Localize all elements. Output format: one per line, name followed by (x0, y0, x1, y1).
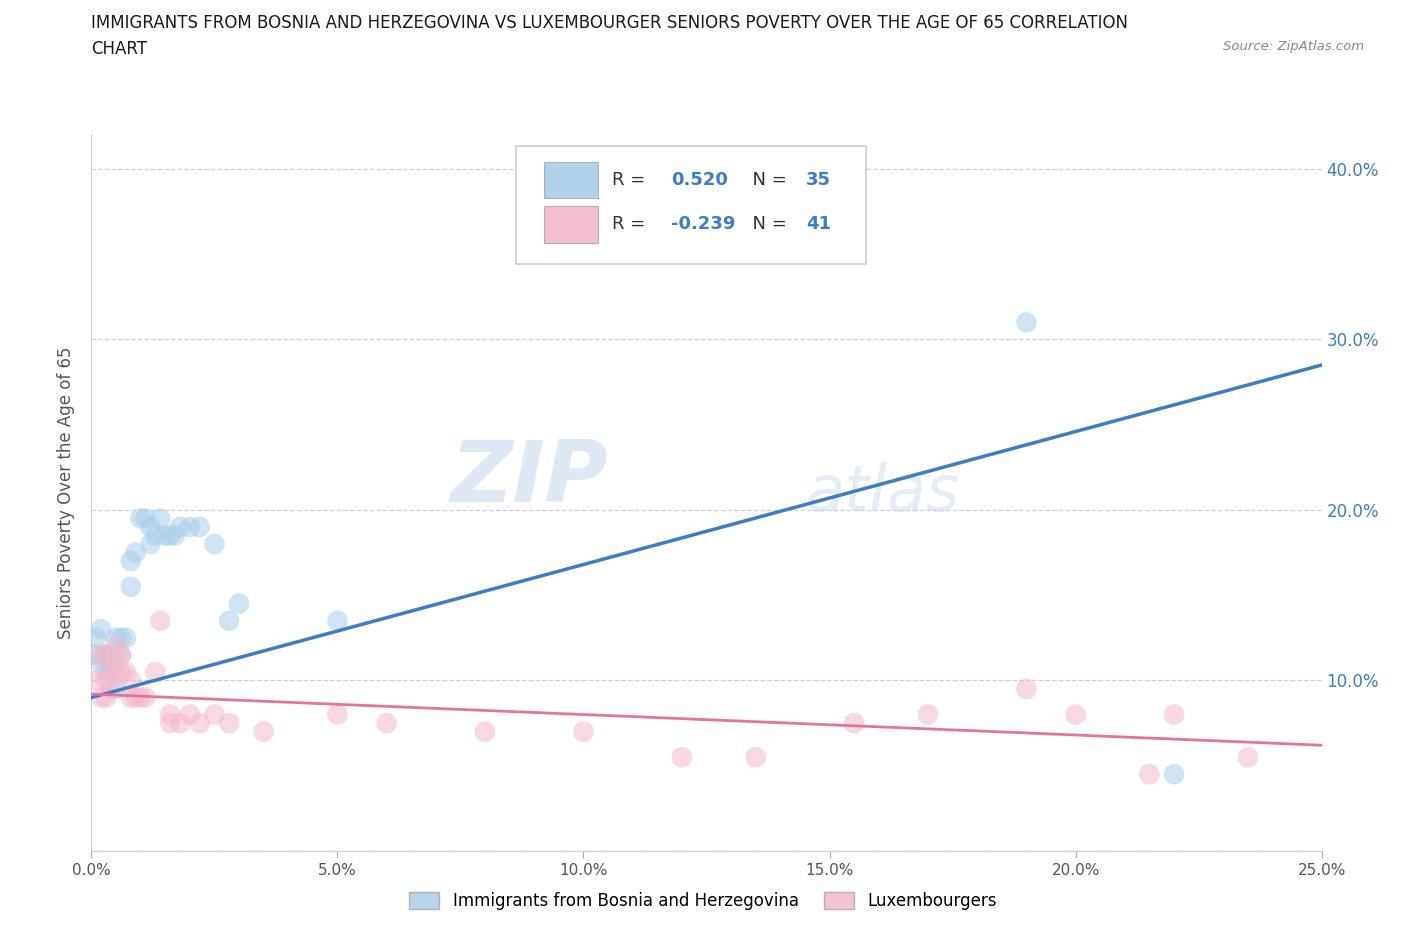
Point (188, 520, 211, 535)
Point (326, 614, 349, 629)
Point (114, 631, 138, 645)
Y-axis label: Seniors Poverty Over the Age of 65: Seniors Poverty Over the Age of 65 (58, 347, 76, 639)
Text: R =: R = (612, 171, 651, 189)
Point (1237, 750, 1260, 764)
Point (96, 647, 117, 662)
Point (110, 631, 132, 645)
Point (1015, 682, 1038, 697)
Point (188, 716, 211, 731)
Point (179, 520, 201, 535)
Point (100, 682, 122, 697)
Legend: Immigrants from Bosnia and Herzegovina, Luxembourgers: Immigrants from Bosnia and Herzegovina, … (402, 885, 1004, 917)
Point (124, 690, 146, 705)
Point (105, 631, 127, 645)
Point (120, 579, 142, 594)
Point (1015, 315, 1038, 330)
Point (90, 622, 112, 637)
Point (96, 665, 117, 680)
Point (202, 537, 225, 551)
Point (572, 724, 595, 739)
Point (120, 553, 142, 568)
Point (149, 512, 172, 526)
Point (86, 647, 108, 662)
Point (218, 716, 240, 731)
Point (110, 647, 132, 662)
Text: R =: R = (612, 216, 651, 233)
Text: N =: N = (741, 171, 793, 189)
Text: CHART: CHART (91, 40, 148, 58)
Point (159, 707, 181, 722)
Point (139, 537, 162, 551)
Point (114, 665, 138, 680)
Point (105, 656, 127, 671)
Text: 35: 35 (806, 171, 831, 189)
Point (124, 545, 146, 560)
Point (218, 614, 240, 629)
Point (917, 707, 939, 722)
Point (96, 690, 117, 705)
FancyBboxPatch shape (544, 206, 599, 243)
Point (100, 665, 122, 680)
Point (135, 690, 156, 705)
Text: IMMIGRANTS FROM BOSNIA AND HERZEGOVINA VS LUXEMBOURGER SENIORS POVERTY OVER THE : IMMIGRANTS FROM BOSNIA AND HERZEGOVINA V… (91, 14, 1129, 32)
Point (110, 665, 132, 680)
Point (90, 647, 112, 662)
Point (110, 647, 132, 662)
Point (139, 520, 162, 535)
Text: ZIP: ZIP (450, 437, 607, 520)
Point (745, 750, 768, 764)
Point (163, 528, 186, 543)
Point (96, 647, 117, 662)
Point (375, 716, 398, 731)
Point (326, 707, 349, 722)
Point (253, 724, 276, 739)
Point (1163, 766, 1185, 781)
Point (96, 647, 117, 662)
Point (129, 690, 152, 705)
Point (842, 716, 865, 731)
Point (149, 614, 172, 629)
Point (169, 716, 191, 731)
Point (120, 673, 142, 688)
Point (129, 512, 152, 526)
Point (86, 631, 108, 645)
Point (474, 724, 496, 739)
Point (135, 512, 156, 526)
Point (159, 716, 181, 731)
Point (159, 528, 181, 543)
Point (105, 639, 127, 654)
Text: 41: 41 (806, 216, 831, 233)
Point (90, 690, 112, 705)
Point (169, 520, 191, 535)
Point (202, 707, 225, 722)
Text: Source: ZipAtlas.com: Source: ZipAtlas.com (1223, 40, 1364, 53)
Point (671, 750, 693, 764)
Point (86, 673, 108, 688)
Text: -0.239: -0.239 (671, 216, 735, 233)
Point (90, 656, 112, 671)
Point (1163, 707, 1185, 722)
Point (153, 528, 177, 543)
Point (105, 682, 127, 697)
Point (100, 647, 122, 662)
Point (179, 707, 201, 722)
Point (228, 596, 250, 611)
Point (100, 665, 122, 680)
Text: atlas: atlas (804, 462, 959, 524)
Text: 0.520: 0.520 (671, 171, 728, 189)
Point (145, 528, 166, 543)
FancyBboxPatch shape (516, 146, 866, 264)
Point (96, 673, 117, 688)
Point (1139, 766, 1161, 781)
Point (145, 665, 166, 680)
FancyBboxPatch shape (544, 162, 599, 198)
Point (1064, 707, 1087, 722)
Point (120, 690, 142, 705)
Text: N =: N = (741, 216, 793, 233)
